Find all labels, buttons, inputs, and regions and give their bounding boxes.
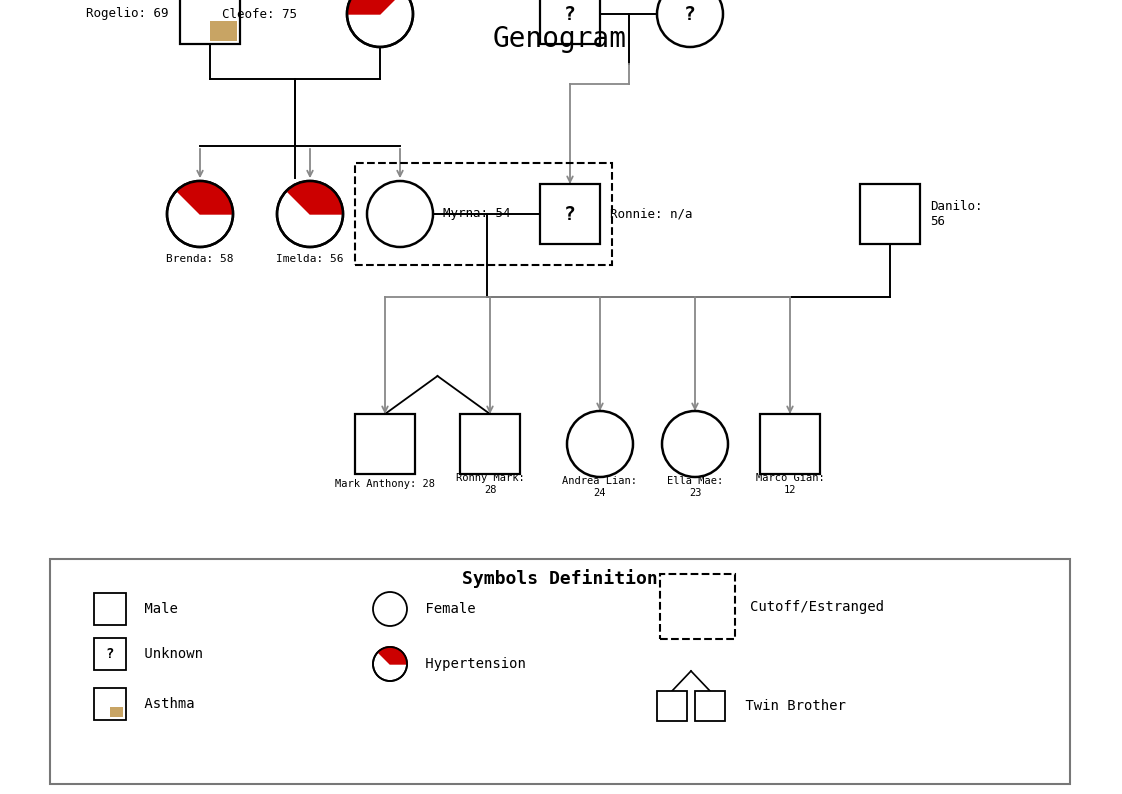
Text: Female: Female (417, 602, 476, 616)
Bar (110, 707, 123, 717)
Text: Hypertension: Hypertension (417, 657, 526, 671)
Text: Ella Mae:
23: Ella Mae: 23 (666, 476, 723, 498)
Bar (660, 574, 735, 639)
Bar (94, 688, 126, 720)
Circle shape (367, 181, 433, 247)
Text: ?: ? (564, 5, 576, 24)
Text: Danilo:
56: Danilo: 56 (930, 200, 983, 228)
Bar (760, 414, 820, 474)
Wedge shape (378, 647, 407, 664)
Bar (94, 593, 126, 625)
Text: Symbols Definition: Symbols Definition (462, 569, 657, 588)
Circle shape (662, 411, 728, 477)
Bar (50, 559, 1070, 784)
Circle shape (373, 647, 407, 681)
Bar (540, 0, 600, 44)
Bar (460, 414, 519, 474)
Text: Rogelio: 69: Rogelio: 69 (85, 7, 168, 21)
Text: Cutoff/Estranged: Cutoff/Estranged (749, 599, 884, 614)
Text: Genogram: Genogram (493, 25, 627, 53)
Circle shape (277, 181, 343, 247)
Bar (180, 0, 240, 44)
Text: Ronny Mark:
28: Ronny Mark: 28 (456, 473, 524, 495)
Text: Asthma: Asthma (136, 697, 194, 711)
Text: Twin Brother: Twin Brother (737, 699, 846, 713)
Text: Unknown: Unknown (136, 647, 203, 661)
Text: Cleofe: 75: Cleofe: 75 (222, 7, 297, 21)
Circle shape (373, 592, 407, 626)
Bar (210, 21, 237, 41)
Text: Mark Anthony: 28: Mark Anthony: 28 (335, 479, 435, 489)
Bar (695, 691, 725, 721)
Text: Male: Male (136, 602, 178, 616)
Text: Andrea Lian:
24: Andrea Lian: 24 (562, 476, 637, 498)
Text: Imelda: 56: Imelda: 56 (276, 254, 343, 264)
Bar (657, 691, 687, 721)
Text: Ronnie: n/a: Ronnie: n/a (610, 207, 692, 221)
Wedge shape (286, 181, 343, 214)
Bar (540, 184, 600, 244)
Text: Marco Gian:
12: Marco Gian: 12 (755, 473, 825, 495)
Text: ?: ? (105, 647, 114, 661)
Text: Myrna: 54: Myrna: 54 (443, 207, 511, 221)
Bar (859, 184, 920, 244)
Text: ?: ? (564, 205, 576, 223)
Text: ?: ? (684, 5, 696, 24)
Wedge shape (176, 181, 233, 214)
Bar (355, 163, 611, 265)
Text: Brenda: 58: Brenda: 58 (166, 254, 233, 264)
Circle shape (657, 0, 723, 47)
Circle shape (347, 0, 413, 47)
Circle shape (567, 411, 633, 477)
Circle shape (167, 181, 233, 247)
Bar (355, 414, 415, 474)
Wedge shape (347, 0, 403, 14)
Bar (94, 638, 126, 670)
